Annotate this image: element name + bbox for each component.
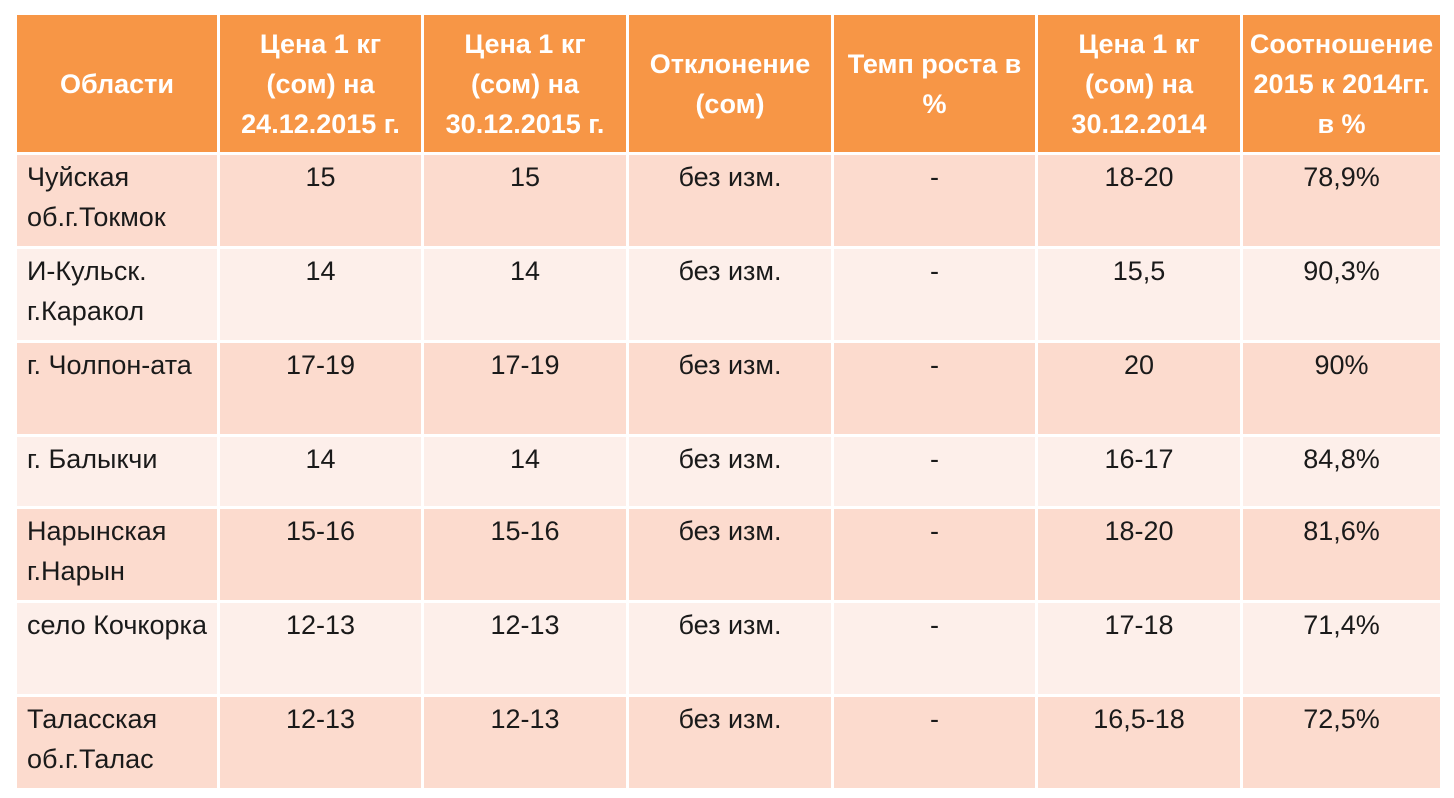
cell-growth-rate: -: [831, 340, 1038, 437]
cell-price-2015-12-30: 15-16: [421, 506, 629, 603]
table-row: И-Кульск. г.Каракол 14 14 без изм. - 15,…: [14, 246, 1443, 343]
table-header: Области Цена 1 кг (сом) на 24.12.2015 г.…: [14, 12, 1443, 155]
cell-ratio: 81,6%: [1240, 506, 1443, 603]
cell-growth-rate: -: [831, 152, 1038, 249]
cell-region: Чуйская об.г.Токмок: [14, 152, 220, 249]
cell-region: И-Кульск. г.Каракол: [14, 246, 220, 343]
cell-price-2015-12-30: 15: [421, 152, 629, 249]
header-regions: Области: [14, 12, 220, 155]
price-table: Области Цена 1 кг (сом) на 24.12.2015 г.…: [14, 12, 1443, 791]
cell-region: г. Балыкчи: [14, 434, 220, 509]
cell-price-2015-12-30: 12-13: [421, 694, 629, 791]
cell-price-2015-12-24: 15-16: [217, 506, 424, 603]
header-price-2014-12-30: Цена 1 кг (сом) на 30.12.2014: [1035, 12, 1243, 155]
cell-deviation: без изм.: [626, 152, 834, 249]
cell-ratio: 90,3%: [1240, 246, 1443, 343]
cell-ratio: 78,9%: [1240, 152, 1443, 249]
cell-ratio: 72,5%: [1240, 694, 1443, 791]
header-price-2015-12-24: Цена 1 кг (сом) на 24.12.2015 г.: [217, 12, 424, 155]
cell-price-2014-12-30: 20: [1035, 340, 1243, 437]
cell-price-2014-12-30: 18-20: [1035, 152, 1243, 249]
cell-deviation: без изм.: [626, 600, 834, 697]
header-price-2015-12-30: Цена 1 кг (сом) на 30.12.2015 г.: [421, 12, 629, 155]
cell-growth-rate: -: [831, 246, 1038, 343]
cell-price-2015-12-30: 17-19: [421, 340, 629, 437]
cell-price-2015-12-24: 14: [217, 246, 424, 343]
cell-region: г. Чолпон-ата: [14, 340, 220, 437]
table-row: Таласская об.г.Талас 12-13 12-13 без изм…: [14, 694, 1443, 791]
cell-ratio: 71,4%: [1240, 600, 1443, 697]
cell-deviation: без изм.: [626, 506, 834, 603]
cell-price-2014-12-30: 17-18: [1035, 600, 1243, 697]
cell-price-2015-12-24: 12-13: [217, 694, 424, 791]
table-row: Чуйская об.г.Токмок 15 15 без изм. - 18-…: [14, 152, 1443, 249]
cell-price-2014-12-30: 16-17: [1035, 434, 1243, 509]
table-row: г. Балыкчи 14 14 без изм. - 16-17 84,8%: [14, 434, 1443, 509]
header-deviation: Отклонение (сом): [626, 12, 834, 155]
cell-price-2015-12-24: 15: [217, 152, 424, 249]
cell-price-2015-12-30: 12-13: [421, 600, 629, 697]
cell-price-2014-12-30: 18-20: [1035, 506, 1243, 603]
cell-price-2015-12-24: 12-13: [217, 600, 424, 697]
cell-price-2015-12-30: 14: [421, 246, 629, 343]
table-row: Нарынская г.Нарын 15-16 15-16 без изм. -…: [14, 506, 1443, 603]
cell-deviation: без изм.: [626, 434, 834, 509]
cell-price-2015-12-24: 17-19: [217, 340, 424, 437]
cell-region: Таласская об.г.Талас: [14, 694, 220, 791]
cell-growth-rate: -: [831, 434, 1038, 509]
cell-deviation: без изм.: [626, 246, 834, 343]
table-body: Чуйская об.г.Токмок 15 15 без изм. - 18-…: [14, 152, 1443, 791]
table-row: село Кочкорка 12-13 12-13 без изм. - 17-…: [14, 600, 1443, 697]
cell-price-2015-12-30: 14: [421, 434, 629, 509]
cell-region: Нарынская г.Нарын: [14, 506, 220, 603]
cell-growth-rate: -: [831, 600, 1038, 697]
header-growth-rate: Темп роста в %: [831, 12, 1038, 155]
cell-price-2014-12-30: 16,5-18: [1035, 694, 1243, 791]
table-row: г. Чолпон-ата 17-19 17-19 без изм. - 20 …: [14, 340, 1443, 437]
header-ratio: Соотношение 2015 к 2014гг. в %: [1240, 12, 1443, 155]
cell-price-2015-12-24: 14: [217, 434, 424, 509]
cell-deviation: без изм.: [626, 694, 834, 791]
cell-ratio: 84,8%: [1240, 434, 1443, 509]
price-table-container: Области Цена 1 кг (сом) на 24.12.2015 г.…: [14, 12, 1443, 791]
cell-price-2014-12-30: 15,5: [1035, 246, 1243, 343]
header-row: Области Цена 1 кг (сом) на 24.12.2015 г.…: [14, 12, 1443, 155]
cell-growth-rate: -: [831, 694, 1038, 791]
cell-region: село Кочкорка: [14, 600, 220, 697]
cell-growth-rate: -: [831, 506, 1038, 603]
cell-ratio: 90%: [1240, 340, 1443, 437]
cell-deviation: без изм.: [626, 340, 834, 437]
